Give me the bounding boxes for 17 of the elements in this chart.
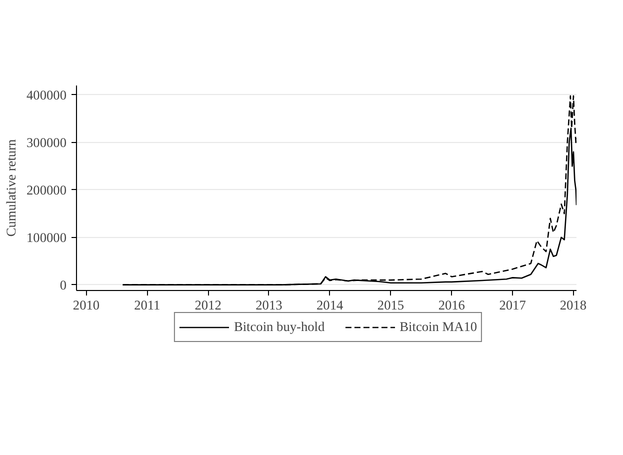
x-tick-label: 2018	[560, 298, 587, 312]
y-tick-label: 300000	[26, 134, 67, 150]
y-tick-label: 200000	[26, 182, 67, 198]
legend-label: Bitcoin MA10	[400, 319, 478, 335]
x-tick-label: 2017	[499, 298, 526, 312]
x-tick-label: 2012	[194, 298, 222, 312]
x-tick-label: 2016	[438, 298, 466, 312]
legend-label: Bitcoin buy-hold	[234, 319, 325, 335]
y-tick-label: 400000	[26, 87, 67, 102]
x-tick-label: 2015	[377, 298, 404, 312]
y-tick-label: 100000	[26, 230, 67, 245]
x-tick-label: 2011	[134, 298, 160, 312]
y-tick-label: 0	[60, 277, 67, 292]
x-tick-label: 2010	[72, 298, 100, 312]
y-axis-title: Cumulative return	[4, 138, 19, 237]
x-tick-label: 2014	[316, 298, 344, 312]
x-tick-label: 2013	[256, 298, 283, 312]
